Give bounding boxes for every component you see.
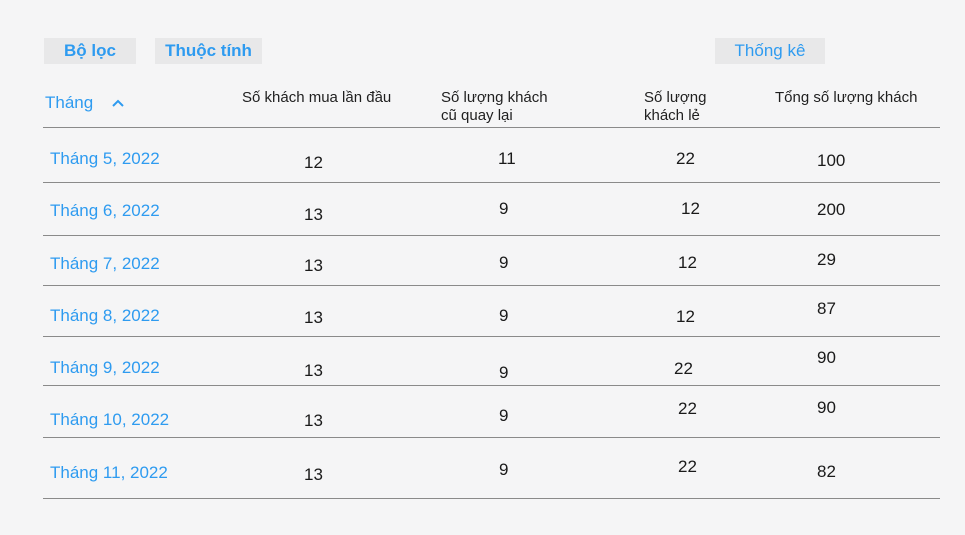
cell-total: 100	[817, 151, 846, 170]
cell-first-time: 13	[304, 411, 323, 430]
cell-returning: 9	[499, 406, 509, 425]
cell-month[interactable]: Tháng 11, 2022	[50, 463, 168, 482]
cell-first-time: 13	[304, 205, 323, 224]
column-header-returning: Số lượng khách cũ quay lại	[441, 89, 548, 125]
column-header-month[interactable]: Tháng	[45, 94, 125, 112]
cell-month[interactable]: Tháng 7, 2022	[50, 254, 160, 273]
column-header-retail: Số lượng khách lẻ	[644, 89, 706, 125]
row-divider	[43, 235, 940, 236]
cell-month[interactable]: Tháng 8, 2022	[50, 306, 160, 325]
cell-month[interactable]: Tháng 9, 2022	[50, 358, 160, 377]
row-divider	[43, 182, 940, 183]
cell-first-time: 13	[304, 256, 323, 275]
cell-retail: 22	[678, 399, 697, 418]
cell-month[interactable]: Tháng 5, 2022	[50, 149, 160, 168]
cell-first-time: 13	[304, 308, 323, 327]
column-header-retail-line1: Số lượng	[644, 89, 707, 106]
cell-returning: 11	[498, 149, 516, 168]
cell-total: 90	[817, 348, 836, 367]
column-header-returning-line1: Số lượng khách	[441, 89, 548, 106]
cell-retail: 22	[678, 457, 697, 476]
column-header-total: Tổng số lượng khách	[775, 89, 917, 107]
chevron-up-icon[interactable]	[111, 96, 125, 110]
cell-retail: 12	[681, 199, 700, 218]
header-divider	[43, 127, 940, 128]
cell-total: 90	[817, 398, 836, 417]
column-header-first-time: Số khách mua lần đầu	[242, 89, 391, 107]
filter-button[interactable]: Bộ lọc	[44, 38, 136, 64]
cell-retail: 12	[678, 253, 697, 272]
cell-total: 200	[817, 200, 846, 219]
cell-returning: 9	[499, 363, 509, 382]
column-header-retail-line2: khách lẻ	[644, 107, 700, 124]
cell-total: 87	[817, 299, 836, 318]
cell-returning: 9	[499, 199, 509, 218]
row-divider	[43, 437, 940, 438]
column-header-first-time-label: Số khách mua lần đầu	[242, 89, 392, 106]
column-header-total-label: Tổng số lượng khách	[775, 89, 918, 106]
statistics-button[interactable]: Thống kê	[715, 38, 825, 64]
row-divider	[43, 385, 940, 386]
cell-retail: 12	[676, 307, 695, 326]
cell-returning: 9	[499, 253, 509, 272]
column-header-returning-line2: cũ quay lại	[441, 107, 513, 124]
cell-returning: 9	[499, 460, 509, 479]
cell-first-time: 13	[304, 465, 323, 484]
cell-month[interactable]: Tháng 10, 2022	[50, 410, 170, 429]
table-bottom-divider	[43, 498, 940, 499]
column-header-month-label: Tháng	[45, 93, 94, 112]
cell-retail: 22	[674, 359, 693, 378]
cell-month[interactable]: Tháng 6, 2022	[50, 201, 160, 220]
cell-returning: 9	[499, 306, 509, 325]
row-divider	[43, 336, 940, 337]
row-divider	[43, 285, 940, 286]
cell-first-time: 13	[304, 361, 323, 380]
cell-total: 82	[817, 462, 836, 481]
cell-first-time: 12	[304, 153, 323, 172]
cell-retail: 22	[676, 149, 695, 168]
attribute-button[interactable]: Thuộc tính	[155, 38, 262, 64]
cell-total: 29	[817, 250, 836, 269]
